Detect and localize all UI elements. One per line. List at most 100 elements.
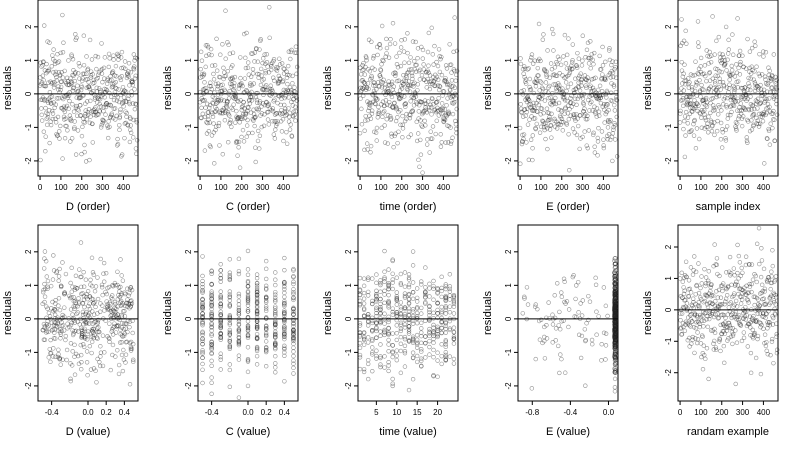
residual-point — [390, 383, 395, 389]
residual-point — [277, 56, 282, 61]
residual-point — [769, 336, 775, 342]
residual-point — [613, 307, 618, 312]
residual-point — [720, 288, 725, 294]
residual-point — [116, 285, 122, 290]
residual-point — [534, 80, 539, 86]
x-tick-label: 20 — [433, 408, 442, 417]
residual-point — [731, 331, 736, 337]
residual-point — [200, 351, 205, 356]
residual-point — [612, 285, 617, 291]
residual-point — [602, 120, 607, 125]
residual-point — [91, 335, 97, 341]
residual-point — [565, 111, 570, 116]
residual-point — [753, 273, 758, 279]
residual-point — [771, 94, 776, 99]
residual-point — [683, 109, 689, 115]
residual-point — [292, 50, 298, 56]
residual-point — [363, 64, 368, 70]
residual-point — [209, 380, 214, 385]
residual-point — [200, 303, 205, 308]
residual-point — [414, 353, 420, 359]
residual-point — [127, 382, 133, 387]
residual-point — [88, 277, 93, 282]
residual-point — [542, 334, 547, 340]
residual-point — [438, 56, 443, 62]
residual-point — [272, 136, 278, 141]
residual-point — [227, 344, 233, 350]
y-axis-title: residuals — [2, 290, 14, 335]
residual-point — [712, 79, 718, 84]
plot-frame — [517, 224, 619, 402]
residual-point — [209, 358, 214, 364]
residual-point — [590, 85, 596, 91]
residual-point — [263, 363, 269, 369]
residual-point — [420, 56, 425, 61]
residual-point — [611, 127, 616, 133]
residual-point — [119, 273, 124, 278]
residual-point — [600, 72, 605, 77]
residual-point — [763, 77, 768, 82]
residual-point — [357, 323, 363, 328]
residual-point — [410, 321, 416, 326]
residual-point — [49, 81, 54, 86]
residual-point — [129, 298, 134, 303]
residual-point — [227, 332, 233, 337]
residual-point — [693, 59, 698, 64]
residual-point — [423, 300, 428, 305]
residual-point — [386, 342, 391, 347]
residual-point — [522, 296, 527, 301]
residual-point — [714, 256, 720, 261]
x-tick-label: 0.0 — [603, 408, 615, 417]
residual-point — [289, 134, 295, 139]
residual-point — [93, 368, 98, 373]
residual-point — [272, 97, 277, 102]
residual-point — [582, 73, 588, 78]
residual-point — [524, 109, 529, 115]
residual-point — [727, 323, 732, 328]
residual-point — [389, 134, 394, 139]
residual-point — [445, 96, 450, 101]
residual-point — [443, 344, 448, 350]
residual-point — [738, 323, 744, 328]
residual-point — [768, 293, 774, 298]
residual-point — [41, 266, 47, 271]
residual-point — [431, 79, 437, 84]
residual-point — [613, 319, 618, 325]
residual-point — [384, 116, 389, 122]
residual-point — [271, 75, 276, 80]
residual-point — [427, 326, 432, 332]
residual-point — [50, 354, 56, 359]
residual-point — [393, 73, 398, 78]
residual-point — [58, 84, 64, 90]
residual-point — [522, 294, 527, 300]
residual-point — [374, 288, 379, 293]
residual-point — [218, 268, 223, 273]
residual-point — [400, 113, 405, 119]
residual-point — [115, 323, 121, 328]
residual-point — [453, 122, 459, 127]
residual-point — [447, 42, 452, 47]
residual-point — [682, 62, 687, 67]
residual-point — [67, 98, 72, 104]
residual-point — [422, 118, 427, 124]
residual-point — [98, 68, 103, 73]
residual-point — [69, 54, 74, 59]
residual-point — [682, 288, 687, 293]
residual-point — [564, 88, 569, 94]
residual-point — [697, 110, 702, 115]
residual-point — [685, 306, 690, 311]
residual-point — [601, 143, 606, 148]
residual-point — [443, 357, 448, 363]
residual-point — [117, 127, 122, 133]
residual-point — [560, 86, 565, 91]
residual-point — [452, 85, 458, 90]
residual-point — [723, 127, 728, 133]
residual-point — [684, 274, 689, 280]
residual-point — [738, 301, 744, 306]
residual-point — [703, 95, 709, 101]
residual-point — [703, 73, 708, 79]
residual-point — [119, 152, 125, 157]
residual-point — [517, 125, 523, 131]
residual-point — [128, 339, 134, 345]
